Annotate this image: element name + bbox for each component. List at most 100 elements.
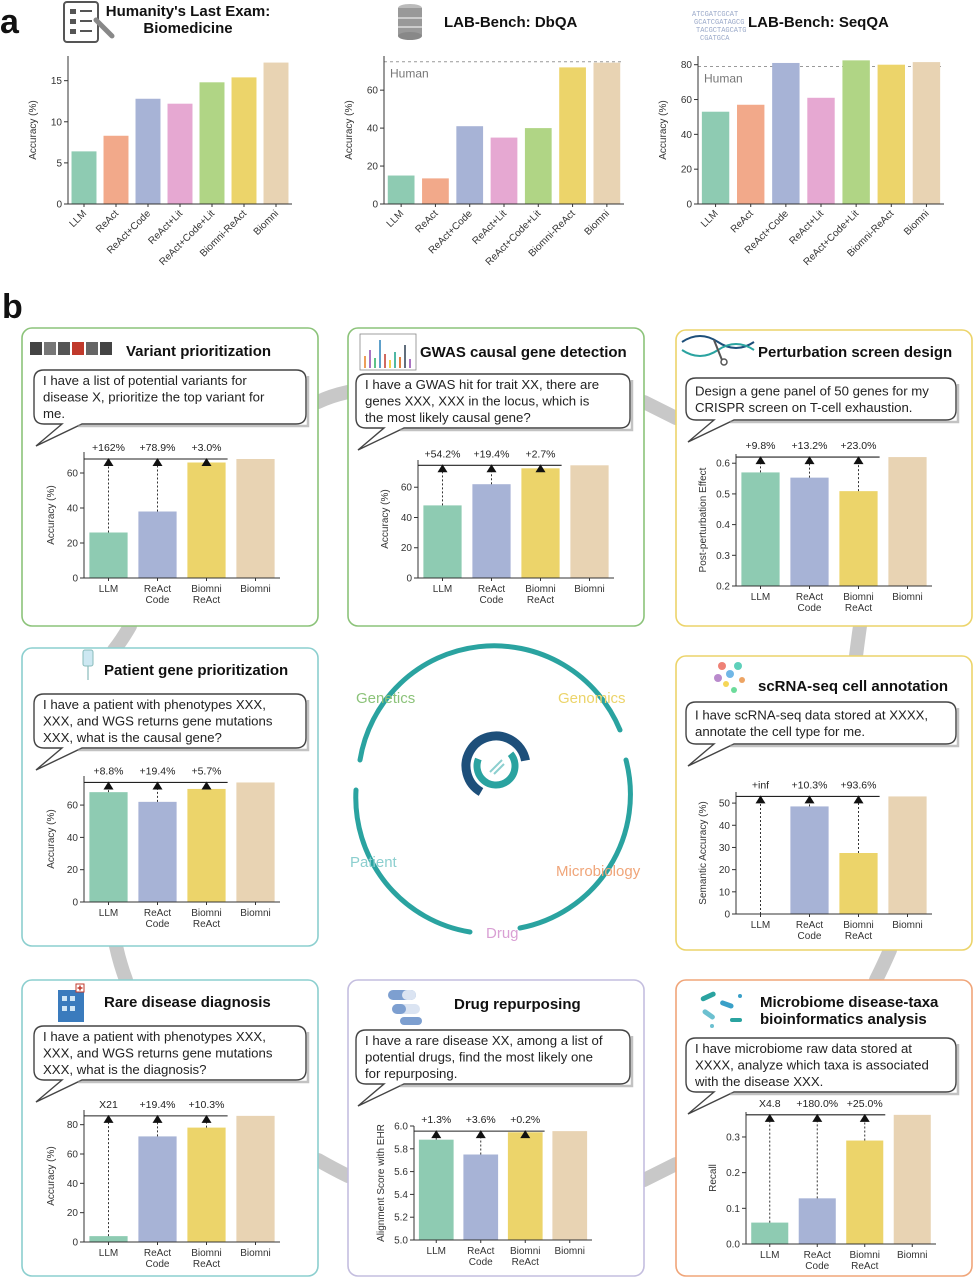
speech-bubble-patient — [33, 693, 307, 771]
ytick-label-scrna-1: 10 — [719, 887, 731, 898]
svg-text:ATCGATCGCAT: ATCGATCGCAT — [692, 11, 738, 19]
speech-bubble-drug — [355, 1029, 631, 1107]
bar-dbqa-3 — [490, 137, 518, 204]
ytick-label-scrna-2: 20 — [719, 865, 731, 876]
xtick-label-gwas-1: ReAct Code — [478, 584, 505, 606]
bar-hle-1 — [103, 135, 129, 204]
bar-patient-1 — [138, 801, 177, 902]
bar-drug-1 — [463, 1154, 499, 1240]
gap-arrow-microbiome-2 — [859, 1113, 870, 1122]
xtick-label-seqqa-6: Biomni — [902, 208, 931, 237]
gap-arrow-rare-0 — [103, 1114, 114, 1123]
xtick-label-drug-0: LLM — [427, 1246, 446, 1257]
ytick-label-dbqa-0: 0 — [372, 200, 378, 211]
bar-dbqa-0 — [387, 175, 415, 204]
charts-layer: Humanity's Last Exam: Biomedicine 0 5 10 15 Ac… — [28, 3, 960, 1272]
xtick-label-gwas-3: Biomni — [574, 584, 605, 595]
xtick-label-microbiome-0: LLM — [760, 1250, 779, 1261]
xtick-label-scrna-0: LLM — [751, 920, 770, 931]
bar-hle-4 — [199, 82, 225, 204]
bar-variant-2 — [187, 462, 226, 578]
xtick-label-rare-1: ReAct Code — [144, 1248, 171, 1270]
improvement-label-gwas-1: +19.4% — [474, 448, 510, 460]
ytick-label-seqqa-4: 80 — [681, 60, 693, 71]
improvement-label-patient-1: +19.4% — [140, 765, 176, 777]
ytick-label-microbiome-0: 0.0 — [726, 1240, 740, 1251]
ytick-label-perturb-0: 0.2 — [716, 582, 730, 593]
ytick-label-perturb-3: 0.5 — [716, 489, 730, 500]
exam-checklist-icon — [63, 1, 115, 43]
chart-drug: Drug repurposing I have a rare disease XX… — [355, 996, 634, 1268]
gap-arrow-gwas-0 — [437, 464, 448, 473]
speech-bubble-rare — [33, 1025, 307, 1103]
domain-drug: Drug — [486, 925, 519, 942]
ylabel-patient: Accuracy (%) — [46, 809, 57, 868]
improvement-label-variant-2: +3.0% — [191, 442, 221, 454]
ylabel-perturb: Post-perturbation Effect — [698, 467, 709, 572]
xtick-label-patient-1: ReAct Code — [144, 908, 171, 930]
prompt-text-variant: I have a list of potential variants for d… — [43, 373, 265, 421]
improvement-label-microbiome-1: +180.0% — [796, 1098, 838, 1110]
xtick-label-scrna-2: Biomni ReAct — [843, 920, 874, 942]
domain-genomics: Genomics — [558, 690, 626, 707]
chart-rare: Rare disease diagnosis I have a patient w… — [33, 994, 310, 1270]
bubble-shadow-drug — [400, 1036, 634, 1088]
xtick-label-dbqa-6: Biomni — [583, 208, 612, 237]
prompt-text-rare: I have a patient with phenotypes XXX, XXX… — [43, 1029, 273, 1077]
ytick-label-gwas-0: 0 — [406, 574, 412, 585]
xtick-label-microbiome-1: ReAct Code — [804, 1250, 831, 1272]
xtick-label-gwas-2: Biomni ReAct — [525, 584, 556, 606]
ytick-label-drug-5: 6.0 — [394, 1122, 408, 1133]
xtick-label-variant-2: Biomni ReAct — [191, 584, 222, 606]
bar-perturb-0 — [741, 472, 780, 586]
improvement-label-patient-0: +8.8% — [93, 765, 123, 777]
bar-rare-1 — [138, 1136, 177, 1242]
ytick-label-gwas-1: 20 — [401, 543, 413, 554]
prompt-text-patient: I have a patient with phenotypes XXX, XXX… — [43, 697, 273, 745]
xtick-label-dbqa-0: LLM — [385, 208, 407, 230]
ytick-label-variant-1: 20 — [67, 539, 79, 550]
pill-capsules-icon — [388, 990, 422, 1025]
ylabel-variant: Accuracy (%) — [46, 485, 57, 544]
chart-seqqa: LAB-Bench: SeqQA Human 0 20 40 60 80 Accuracy (… — [658, 14, 944, 268]
ytick-label-rare-2: 40 — [67, 1179, 79, 1190]
ytick-label-hle-1: 5 — [56, 158, 62, 169]
gap-arrow-gwas-1 — [486, 464, 497, 473]
cell-cluster-icon — [714, 662, 745, 693]
ytick-label-dbqa-2: 40 — [367, 124, 379, 135]
bar-patient-3 — [236, 782, 275, 902]
human-label-seqqa: Human — [704, 71, 743, 85]
ytick-label-patient-1: 20 — [67, 865, 79, 876]
bubble-shadow-rare — [78, 1032, 310, 1084]
improvement-label-scrna-2: +93.6% — [841, 779, 877, 791]
gap-arrow-scrna-2 — [853, 795, 864, 804]
improvement-label-drug-0: +1.3% — [421, 1114, 451, 1126]
improvement-label-scrna-0: +inf — [752, 779, 769, 791]
xtick-label-perturb-3: Biomni — [892, 592, 923, 603]
xtick-label-patient-2: Biomni ReAct — [191, 908, 222, 930]
chart-title-scrna: scRNA-seq cell annotation — [758, 678, 948, 695]
ytick-label-dbqa-1: 20 — [367, 162, 379, 173]
bar-variant-0 — [89, 532, 128, 578]
gap-arrow-perturb-1 — [804, 456, 815, 465]
xtick-label-rare-3: Biomni — [240, 1248, 271, 1259]
bar-dbqa-5 — [559, 67, 586, 204]
svg-text:CGATGCA: CGATGCA — [700, 35, 730, 43]
ytick-label-scrna-5: 50 — [719, 799, 731, 810]
chart-microbiome: Microbiome disease-taxa bioinformatics an… — [685, 994, 960, 1272]
ytick-label-gwas-3: 60 — [401, 483, 413, 494]
bar-seqqa-3 — [807, 97, 835, 204]
bar-microbiome-0 — [751, 1222, 789, 1244]
bar-perturb-3 — [888, 457, 927, 586]
bubble-shadow-perturb — [730, 384, 960, 424]
xtick-label-variant-3: Biomni — [240, 584, 271, 595]
chart-variant: Variant prioritization I have a list of p… — [33, 343, 310, 606]
improvement-label-drug-2: +0.2% — [510, 1114, 540, 1126]
speech-bubble-variant — [33, 369, 307, 447]
xtick-label-hle-6: Biomni — [252, 208, 281, 237]
prompt-text-gwas: I have a GWAS hit for trait XX, there ar… — [365, 377, 599, 425]
improvement-label-variant-1: +78.9% — [140, 442, 176, 454]
bar-dbqa-2 — [456, 126, 484, 204]
improvement-label-gwas-2: +2.7% — [525, 448, 555, 460]
gap-arrow-drug-2 — [520, 1130, 531, 1139]
